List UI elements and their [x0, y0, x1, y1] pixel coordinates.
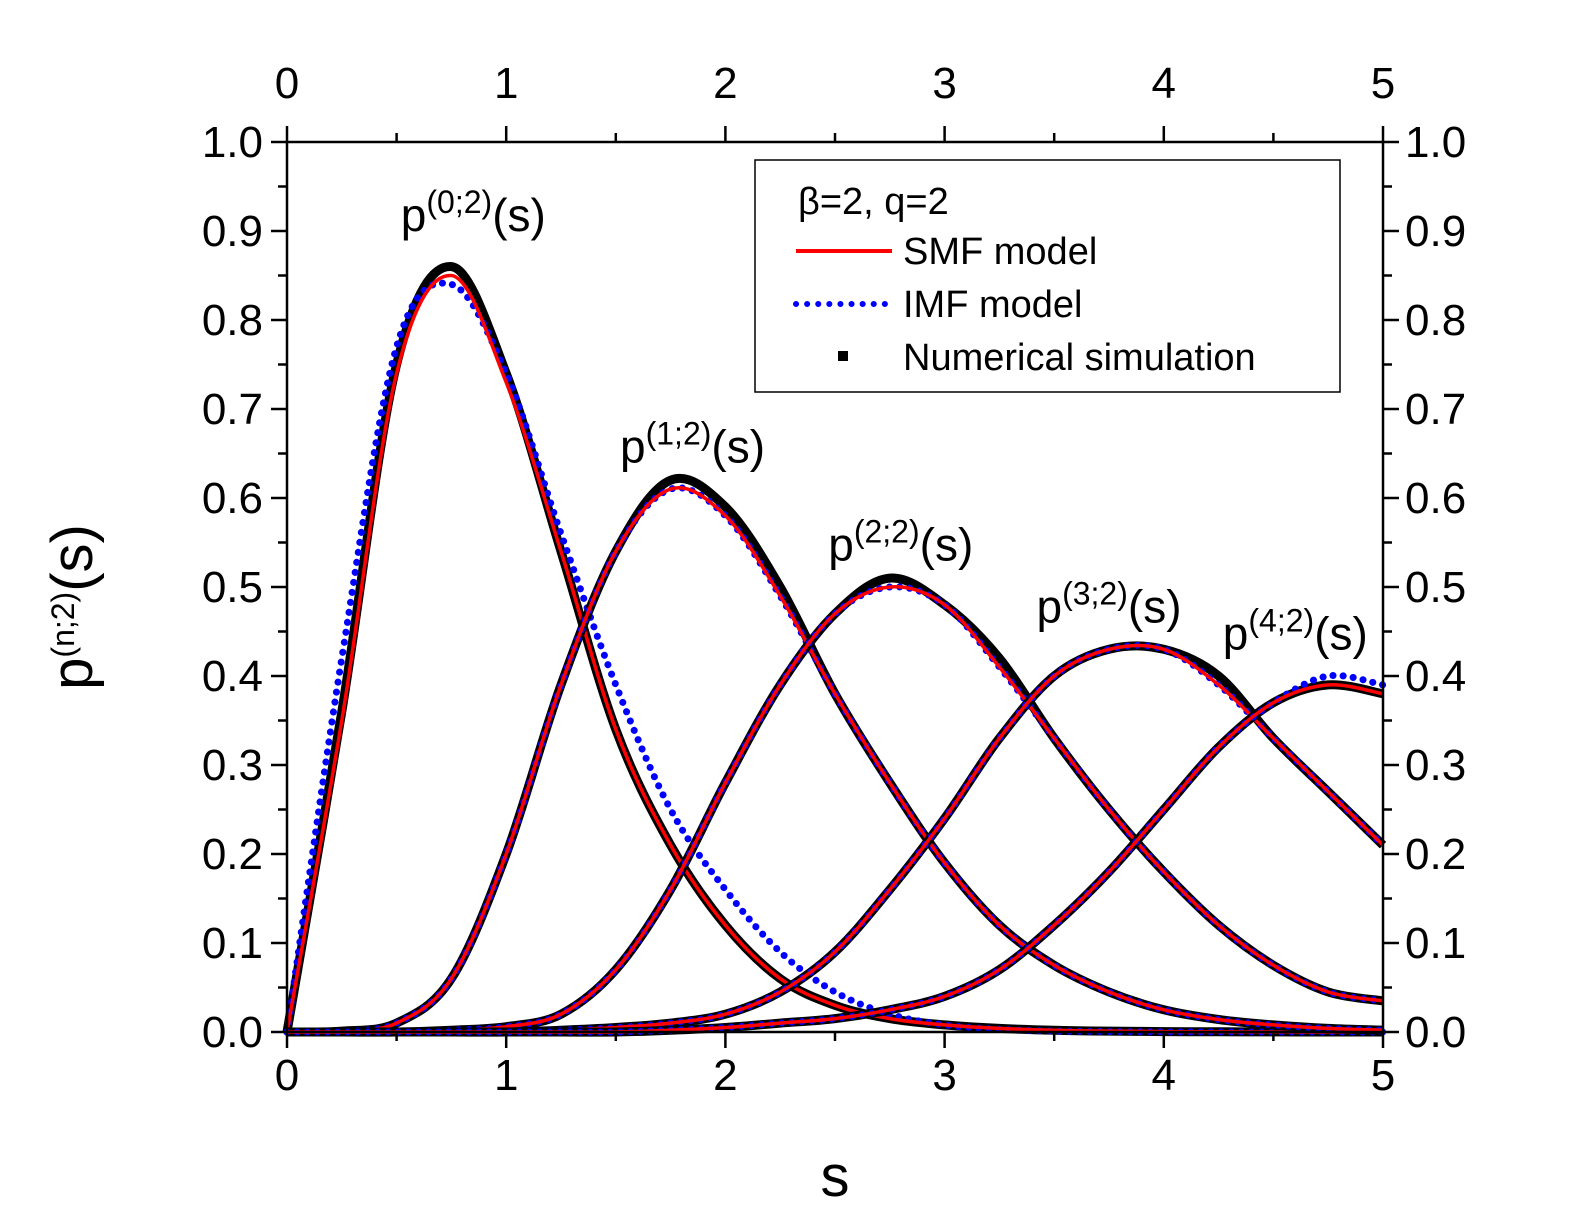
curve-label-sup: (2;2) [854, 513, 920, 549]
series-1-smf-line [286, 486, 1384, 1034]
curve-label-base: p [828, 518, 854, 570]
axis-ticks [271, 126, 1399, 1048]
curve-label-tail: (s) [1128, 581, 1182, 633]
legend-header: β=2, q=2 [798, 181, 949, 223]
curve-label-2: p(2;2)(s) [828, 513, 973, 570]
y-tick-label-right: 1.0 [1405, 118, 1466, 167]
y-tick-label-right: 0.6 [1405, 474, 1466, 523]
curve-label-base: p [401, 189, 427, 241]
y-tick-label-left: 0.5 [202, 563, 263, 612]
x-tick-label-bottom: 4 [1152, 1051, 1176, 1100]
y-axis-title: p(n;2)(s) [40, 524, 105, 690]
curve-labels: p(0;2)(s)p(1;2)(s)p(2;2)(s)p(3;2)(s)p(4;… [401, 184, 1368, 659]
curve-label-sup: (1;2) [646, 415, 712, 451]
curve-label-3: p(3;2)(s) [1036, 576, 1181, 633]
y-tick-label-right: 0.2 [1405, 830, 1466, 879]
curve-label-base: p [620, 420, 646, 472]
y-tick-label-right: 0.0 [1405, 1008, 1466, 1057]
y-tick-label-left: 0.7 [202, 385, 263, 434]
y-tick-label-left: 0.9 [202, 207, 263, 256]
y-tick-label-left: 0.4 [202, 652, 263, 701]
y-tick-label-left: 0.1 [202, 919, 263, 968]
legend-sim-swatch [838, 351, 848, 361]
y-tick-label-left: 0.6 [202, 474, 263, 523]
y-tick-label-right: 0.4 [1405, 652, 1466, 701]
legend-sim-label: Numerical simulation [903, 337, 1256, 379]
y-tick-label-right: 0.9 [1405, 207, 1466, 256]
x-tick-label-bottom: 1 [494, 1051, 518, 1100]
curve-label-tail: (s) [492, 189, 546, 241]
y-tick-label-right: 0.1 [1405, 919, 1466, 968]
legend: β=2, q=2 SMF model IMF model Numerical s… [754, 159, 1341, 393]
curve-label-sup: (0;2) [426, 184, 492, 220]
y-tick-label-left: 1.0 [202, 118, 263, 167]
y-tick-label-left: 0.2 [202, 830, 263, 879]
legend-box [754, 159, 1341, 393]
y-axis-title-sup: (n;2) [45, 592, 81, 658]
x-tick-label-top: 3 [932, 59, 956, 108]
curve-label-sup: (4;2) [1248, 602, 1314, 638]
x-tick-label-top: 0 [275, 59, 299, 108]
x-tick-label-top: 4 [1152, 59, 1176, 108]
legend-imf-label: IMF model [903, 284, 1082, 326]
curve-label-sup: (3;2) [1062, 576, 1128, 612]
plot-area [282, 262, 1387, 1037]
y-axis-title-tail: (s) [40, 524, 105, 592]
curve-label-tail: (s) [1314, 607, 1368, 659]
x-tick-label-bottom: 2 [713, 1051, 737, 1100]
y-tick-label-right: 0.8 [1405, 296, 1466, 345]
x-tick-label-top: 2 [713, 59, 737, 108]
x-tick-label-bottom: 3 [932, 1051, 956, 1100]
y-tick-label-right: 0.5 [1405, 563, 1466, 612]
y-axis-title-base: p [40, 658, 105, 690]
y-tick-label-right: 0.7 [1405, 385, 1466, 434]
x-tick-label-bottom: 0 [275, 1051, 299, 1100]
curve-label-tail: (s) [920, 518, 974, 570]
curve-label-4: p(4;2)(s) [1223, 602, 1368, 659]
x-tick-label-top: 1 [494, 59, 518, 108]
curve-label-base: p [1036, 581, 1062, 633]
curve-label-tail: (s) [711, 420, 765, 472]
x-axis-title: s [821, 1144, 850, 1209]
y-tick-label-left: 0.0 [202, 1008, 263, 1057]
curve-label-1: p(1;2)(s) [620, 415, 765, 472]
y-tick-label-right: 0.3 [1405, 741, 1466, 790]
y-tick-label-left: 0.3 [202, 741, 263, 790]
curve-label-0: p(0;2)(s) [401, 184, 546, 241]
curve-label-base: p [1223, 607, 1249, 659]
x-tick-label-bottom: 5 [1371, 1051, 1395, 1100]
y-tick-label-left: 0.8 [202, 296, 263, 345]
x-tick-label-top: 5 [1371, 59, 1395, 108]
legend-smf-label: SMF model [903, 231, 1097, 273]
